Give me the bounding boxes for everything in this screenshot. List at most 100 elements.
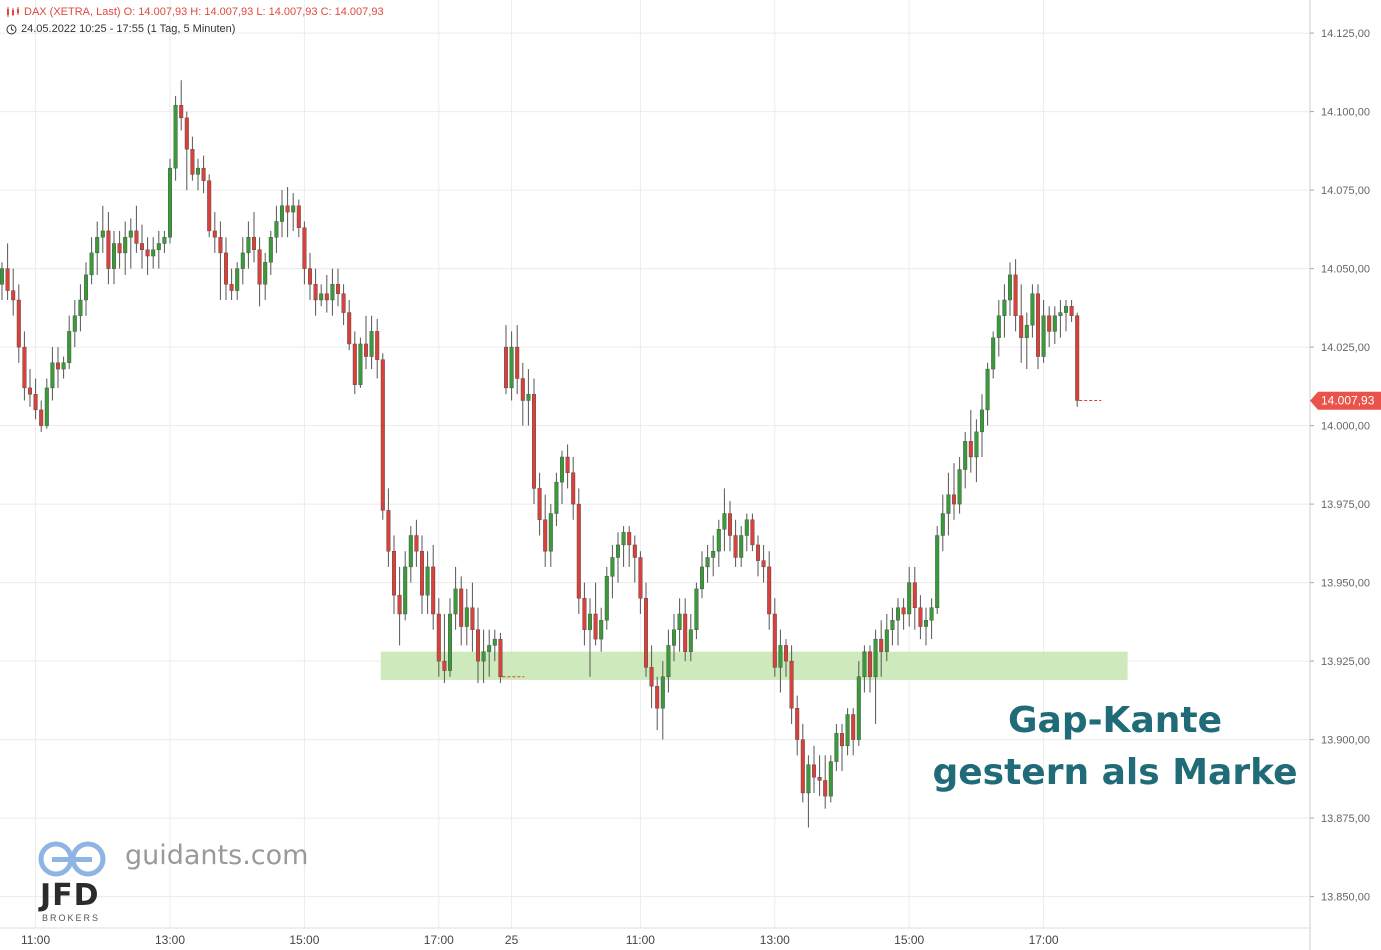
x-tick-label: 11:00: [626, 933, 655, 947]
x-tick-label: 17:00: [424, 933, 454, 947]
candle-body: [817, 777, 822, 781]
candle: [235, 262, 240, 300]
candle-body: [733, 535, 738, 558]
brand-site: guidants.com: [125, 840, 309, 871]
candle-body: [117, 243, 122, 254]
candle: [593, 582, 598, 646]
candle: [543, 494, 548, 567]
candle-body: [403, 566, 408, 615]
candle: [526, 369, 531, 426]
candle-body: [291, 205, 296, 213]
candle-body: [851, 714, 856, 740]
candle: [868, 645, 873, 693]
candle-body: [834, 733, 839, 762]
candle-body: [414, 535, 419, 552]
candle: [330, 268, 335, 316]
candle-body: [744, 519, 749, 536]
candle: [173, 95, 178, 181]
candle: [716, 519, 721, 567]
candle-body: [229, 284, 234, 291]
candle-body: [251, 236, 256, 250]
candle-body: [907, 582, 912, 615]
candle: [616, 532, 621, 583]
candle: [840, 723, 845, 771]
candle-body: [929, 607, 934, 621]
candle: [179, 80, 184, 131]
broker-logo: JFD: [40, 878, 100, 913]
candle-body: [184, 117, 189, 150]
candle-body: [856, 676, 861, 740]
candle-body: [604, 576, 609, 621]
candle: [1008, 262, 1013, 316]
candle-body: [179, 105, 184, 119]
candle: [963, 431, 968, 489]
y-tick-label: 13.900,00: [1321, 735, 1370, 747]
candle: [694, 582, 699, 640]
candle: [408, 526, 413, 583]
candle: [784, 639, 789, 677]
candle: [11, 268, 16, 316]
candle: [156, 230, 161, 269]
candle: [268, 230, 273, 275]
candle: [845, 708, 850, 756]
candle-body: [128, 230, 133, 238]
candle-body: [991, 337, 996, 370]
candle-body: [78, 299, 83, 316]
candle: [968, 409, 973, 473]
candle-body: [453, 588, 458, 615]
candle-body: [330, 284, 335, 301]
candle-body: [772, 613, 777, 668]
candle: [33, 378, 38, 420]
candle-body: [257, 249, 262, 285]
candle-body: [509, 346, 514, 389]
candle-body: [576, 503, 581, 599]
candle: [812, 745, 817, 793]
candle-body: [100, 230, 105, 238]
candle-body: [963, 441, 968, 470]
candle: [95, 221, 100, 275]
candle: [610, 544, 615, 599]
candle: [644, 582, 649, 677]
candle-body: [1035, 293, 1040, 357]
candle: [212, 212, 217, 253]
candle: [957, 457, 962, 514]
candle-body: [1013, 274, 1018, 316]
candle: [884, 614, 889, 662]
candle: [739, 526, 744, 567]
candle: [61, 356, 66, 379]
candle-body: [565, 456, 570, 473]
candle: [167, 158, 172, 244]
candle-body: [946, 494, 951, 514]
candle-body: [840, 733, 845, 747]
candle-body: [504, 346, 509, 389]
candle-body: [492, 638, 497, 646]
candle-body: [700, 566, 705, 590]
candle: [1019, 284, 1024, 363]
candle: [817, 755, 822, 797]
candle: [744, 513, 749, 552]
candle: [280, 190, 285, 238]
candle-body: [11, 290, 16, 301]
candle: [431, 544, 436, 630]
candle: [548, 504, 553, 567]
candle: [162, 230, 167, 253]
candle: [980, 394, 985, 457]
candle-body: [996, 315, 1001, 338]
candle: [935, 526, 940, 614]
candle: [1058, 300, 1063, 338]
support-zone-layer: [380, 651, 1128, 680]
candle-body: [341, 293, 346, 313]
candle-body: [627, 532, 632, 546]
candle: [308, 252, 313, 300]
candle-body: [688, 629, 693, 652]
candle: [924, 607, 929, 646]
candle-body: [879, 638, 884, 652]
y-tick-label: 14.000,00: [1321, 421, 1370, 433]
annotation: Gap-Kante gestern als Marke: [900, 695, 1330, 799]
candle-body: [1019, 315, 1024, 338]
candle-body: [560, 456, 565, 483]
candle-body: [223, 252, 228, 285]
candle: [677, 598, 682, 652]
candle: [890, 607, 895, 646]
candle: [324, 274, 329, 313]
